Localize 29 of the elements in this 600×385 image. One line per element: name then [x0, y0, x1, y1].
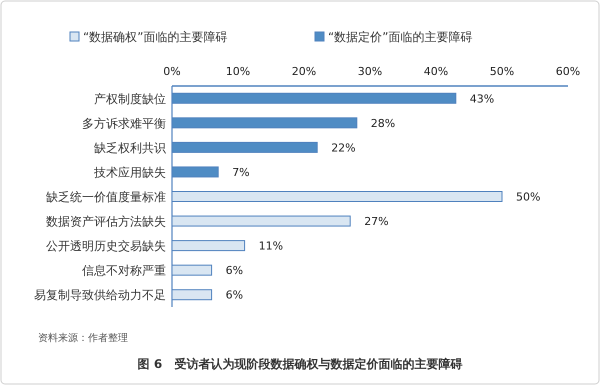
- y-tick-label: 缺乏统一价值度量标准: [46, 190, 166, 204]
- legend-label: “数据确权”面临的主要障碍: [83, 30, 228, 44]
- data-label: 6%: [226, 264, 244, 278]
- text: 图 6 受访者认为现阶段数据确权与数据定价面临的主要障碍: [138, 357, 462, 371]
- x-tick-label: 40%: [424, 65, 448, 78]
- x-tick-label: 20%: [292, 65, 316, 78]
- x-tick-label: 30%: [358, 65, 382, 78]
- y-tick-label: 产权制度缺位: [94, 92, 166, 106]
- y-tick-label: 技术应用缺失: [93, 165, 166, 180]
- legend-label: “数据定价”面临的主要障碍: [328, 30, 472, 44]
- x-tick-label: 50%: [490, 65, 514, 78]
- data-label: 11%: [258, 240, 284, 253]
- data-label: 27%: [364, 215, 389, 228]
- data-label: 43%: [470, 92, 494, 106]
- data-label: 6%: [226, 288, 244, 302]
- y-tick-label: 信息不对称严重: [82, 264, 166, 278]
- data-label: 28%: [370, 116, 396, 130]
- data-label: 50%: [516, 190, 540, 204]
- y-tick-label: 缺乏权利共识: [94, 140, 166, 155]
- data-label: 22%: [331, 141, 356, 154]
- x-tick-label: 0%: [163, 65, 181, 78]
- y-tick-label: 数据资产评估方法缺失: [46, 214, 166, 229]
- text: 资料来源：作者整理: [38, 332, 128, 344]
- x-tick-label: 10%: [226, 65, 250, 78]
- y-tick-label: 易复制导致供给动力不足: [34, 288, 166, 302]
- data-label: 7%: [232, 166, 250, 179]
- y-tick-label: 公开透明历史交易缺失: [46, 239, 166, 254]
- y-tick-label: 多方诉求难平衡: [82, 116, 166, 130]
- x-tick-label: 60%: [556, 65, 580, 78]
